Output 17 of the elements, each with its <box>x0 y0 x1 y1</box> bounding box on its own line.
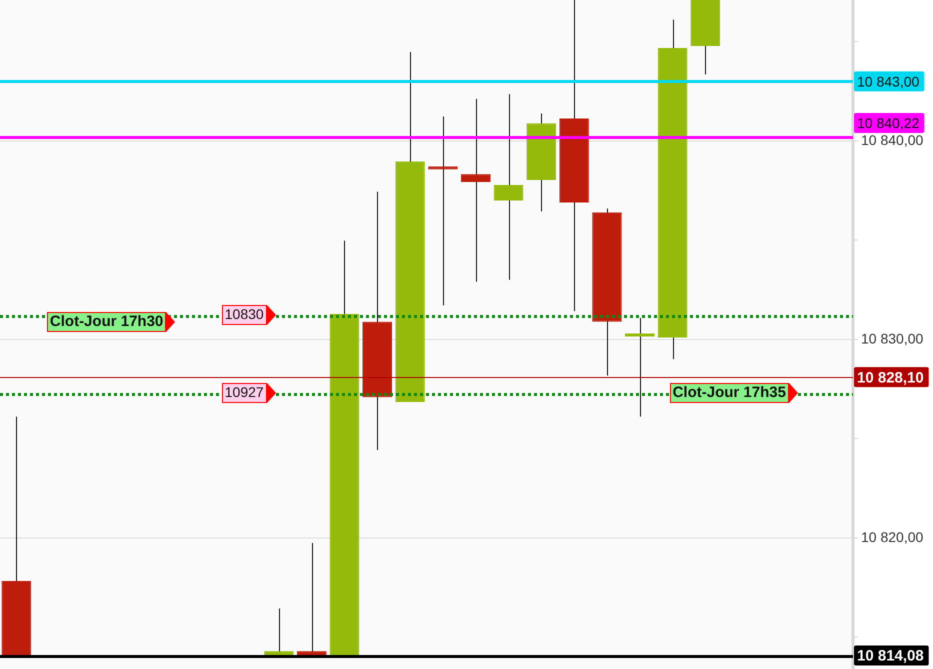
y-tick-label: 10 830,00 <box>861 330 924 346</box>
candlestick <box>264 608 294 656</box>
ref-line-label: 10 840,22 <box>857 114 920 131</box>
y-tick-label: 10 820,00 <box>861 528 924 545</box>
ref-line-label: Clot-Jour 17h35 <box>670 383 789 404</box>
ref-line-label: 10 843,00 <box>857 73 920 90</box>
y-tick-label: 10 840,00 <box>861 132 924 148</box>
candlestick <box>494 94 524 280</box>
candlestick <box>428 116 458 306</box>
ref-line-label: Clot-Jour 17h30 <box>46 312 166 332</box>
ref-line-label: 10 828,10 <box>857 369 924 386</box>
annotation: 10927 <box>222 383 267 404</box>
ref-line-label: 10 814,08 <box>857 648 924 665</box>
candlestick <box>460 98 490 282</box>
annotation: 10830 <box>222 304 267 325</box>
candlestick <box>296 542 326 656</box>
candlestick <box>624 318 655 418</box>
